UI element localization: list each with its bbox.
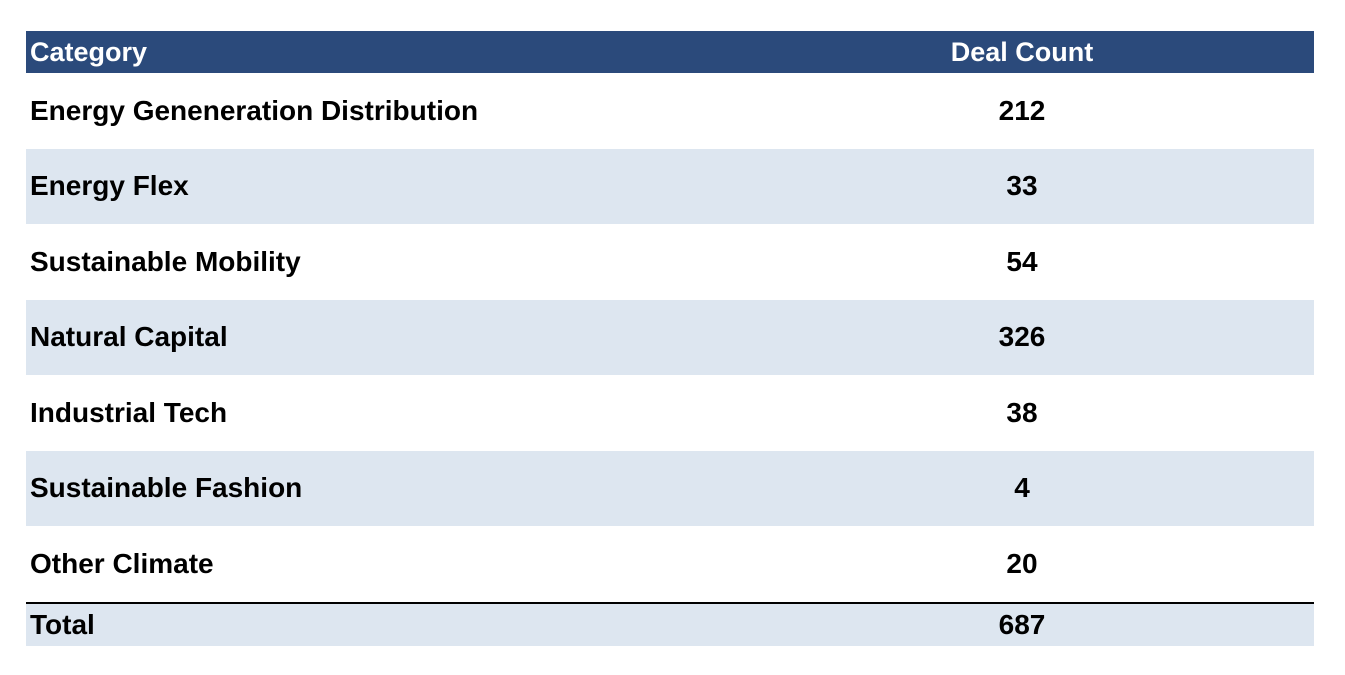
table-row: Energy Flex 33 [26, 148, 1314, 224]
row-deal-count: 33 [1006, 170, 1038, 202]
table-row: Industrial Tech 38 [26, 375, 1314, 451]
deal-count-table: Category Deal Count Energy Geneneration … [26, 31, 1314, 646]
row-deal-count: 4 [1014, 472, 1030, 504]
row-deal-count: 38 [1006, 396, 1038, 428]
row-category: Sustainable Fashion [30, 472, 303, 504]
row-category: Other Climate [30, 547, 214, 579]
table-row: Sustainable Mobility 54 [26, 224, 1314, 300]
table-total-row: Total 687 [26, 601, 1314, 646]
header-category: Category [30, 36, 148, 67]
total-label: Total [30, 608, 95, 640]
row-deal-count: 212 [998, 94, 1046, 126]
table-header-row: Category Deal Count [26, 31, 1314, 73]
total-deal-count: 687 [998, 608, 1046, 640]
row-deal-count: 20 [1006, 547, 1038, 579]
table-row: Natural Capital 326 [26, 299, 1314, 375]
row-deal-count: 326 [998, 321, 1046, 353]
row-category: Sustainable Mobility [30, 245, 301, 277]
table-row: Other Climate 20 [26, 526, 1314, 602]
row-category: Natural Capital [30, 321, 228, 353]
row-category: Industrial Tech [30, 396, 228, 428]
table-row: Sustainable Fashion 4 [26, 450, 1314, 526]
table-row: Energy Geneneration Distribution 212 [26, 73, 1314, 149]
row-category: Energy Flex [30, 170, 189, 202]
header-deal-count: Deal Count [950, 36, 1094, 67]
row-category: Energy Geneneration Distribution [30, 94, 479, 126]
row-deal-count: 54 [1006, 245, 1038, 277]
